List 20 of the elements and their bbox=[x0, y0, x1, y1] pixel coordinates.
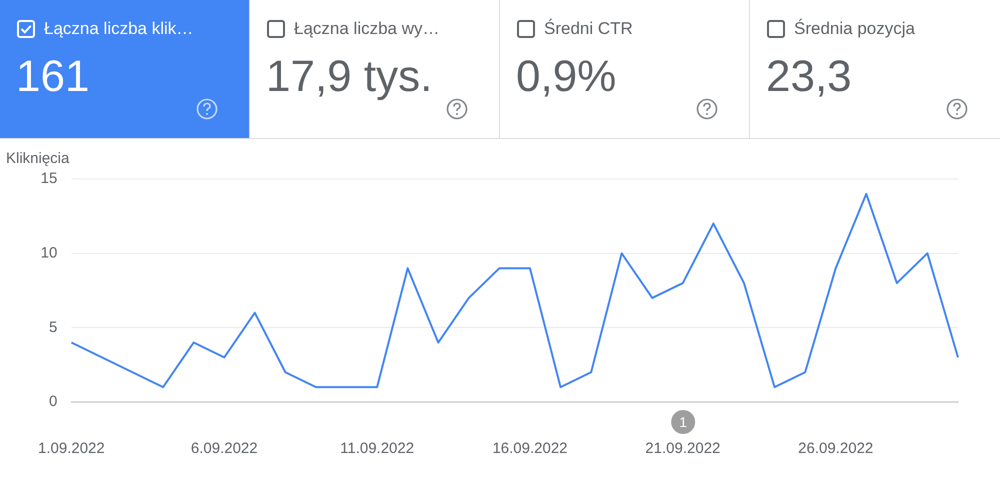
y-tick-label: 0 bbox=[49, 393, 58, 410]
x-tick-label: 26.09.2022 bbox=[798, 440, 874, 458]
text: 17,9 tys. bbox=[266, 52, 432, 102]
y-tick-label: 10 bbox=[40, 244, 58, 262]
x-tick-label: 11.09.2022 bbox=[340, 440, 414, 458]
text: 1 bbox=[679, 414, 688, 430]
y-tick-label: 15 bbox=[40, 170, 58, 188]
x-tick-label: 1.09.2022 bbox=[38, 440, 105, 458]
text: Łączna liczba klik… bbox=[44, 19, 194, 39]
y-tick-label: 5 bbox=[49, 318, 58, 336]
x-tick-label: 6.09.2022 bbox=[190, 440, 258, 458]
x-tick-label: 21.09.2022 bbox=[645, 440, 720, 458]
text: 23,3 bbox=[766, 52, 852, 102]
text: Średnia pozycja bbox=[794, 19, 915, 39]
text: Średni CTR bbox=[544, 19, 633, 39]
y-axis-title: Kliknięcia bbox=[6, 150, 70, 168]
x-tick-label: 16.09.2022 bbox=[492, 440, 568, 458]
text: Łączna liczba wy… bbox=[294, 19, 440, 39]
text: 0,9% bbox=[516, 52, 616, 102]
text: 161 bbox=[16, 52, 90, 102]
